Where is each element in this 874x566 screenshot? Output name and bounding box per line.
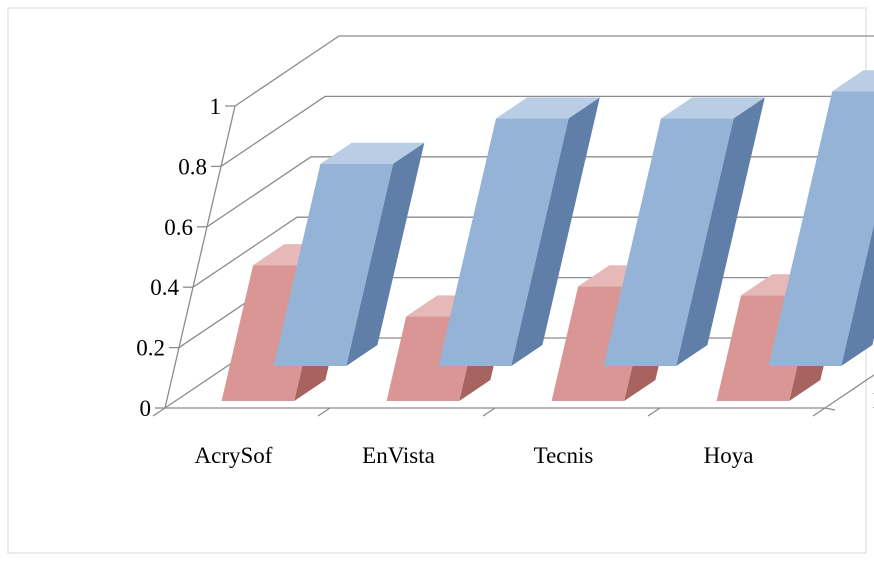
bar-side	[841, 224, 874, 366]
x-tick-label-3: Hoya	[704, 443, 754, 468]
x-tick-label-2: Tecnis	[534, 443, 594, 468]
x-tick-0	[152, 407, 166, 417]
y-tick-label-3: 0.6	[164, 215, 193, 240]
bar-side	[511, 97, 600, 367]
bar-1-3	[768, 70, 874, 366]
bar-front	[438, 118, 569, 367]
bar-top	[832, 70, 874, 92]
bar-top	[661, 97, 765, 119]
bar-top	[320, 142, 425, 164]
bar-front	[273, 163, 394, 366]
gridline-5	[234, 35, 874, 107]
chart-border	[7, 7, 867, 554]
gridline-4	[220, 95, 874, 167]
bar-1-2	[603, 97, 765, 367]
axes	[152, 105, 874, 417]
bar-front	[603, 118, 734, 367]
y-tick-label-0: 0	[140, 396, 152, 421]
bar-top	[496, 97, 600, 119]
y-tick-label-1: 0.2	[136, 336, 165, 361]
bar-side	[346, 142, 425, 366]
x-tick-label-0: AcrySof	[195, 443, 273, 468]
bar-1-1	[438, 97, 600, 367]
y-tick-label-4: 0.8	[178, 154, 207, 179]
labels: 00.20.40.60.81AcrySofEnVistaTecnisHoyapr…	[136, 94, 874, 468]
x-tick-1	[317, 407, 331, 417]
depth-tick-0	[824, 407, 836, 411]
bar-front	[768, 91, 874, 366]
y-tick-label-2: 0.4	[150, 275, 179, 300]
y-tick-label-5: 1	[210, 94, 222, 119]
x-tick-label-1: EnVista	[362, 443, 435, 468]
bar-1-0	[273, 142, 425, 366]
x-tick-4	[812, 407, 826, 417]
bars	[221, 70, 874, 401]
x-tick-3	[647, 407, 661, 417]
bar-side	[676, 97, 765, 367]
y-axis-line	[164, 105, 236, 409]
x-tick-2	[482, 407, 496, 417]
